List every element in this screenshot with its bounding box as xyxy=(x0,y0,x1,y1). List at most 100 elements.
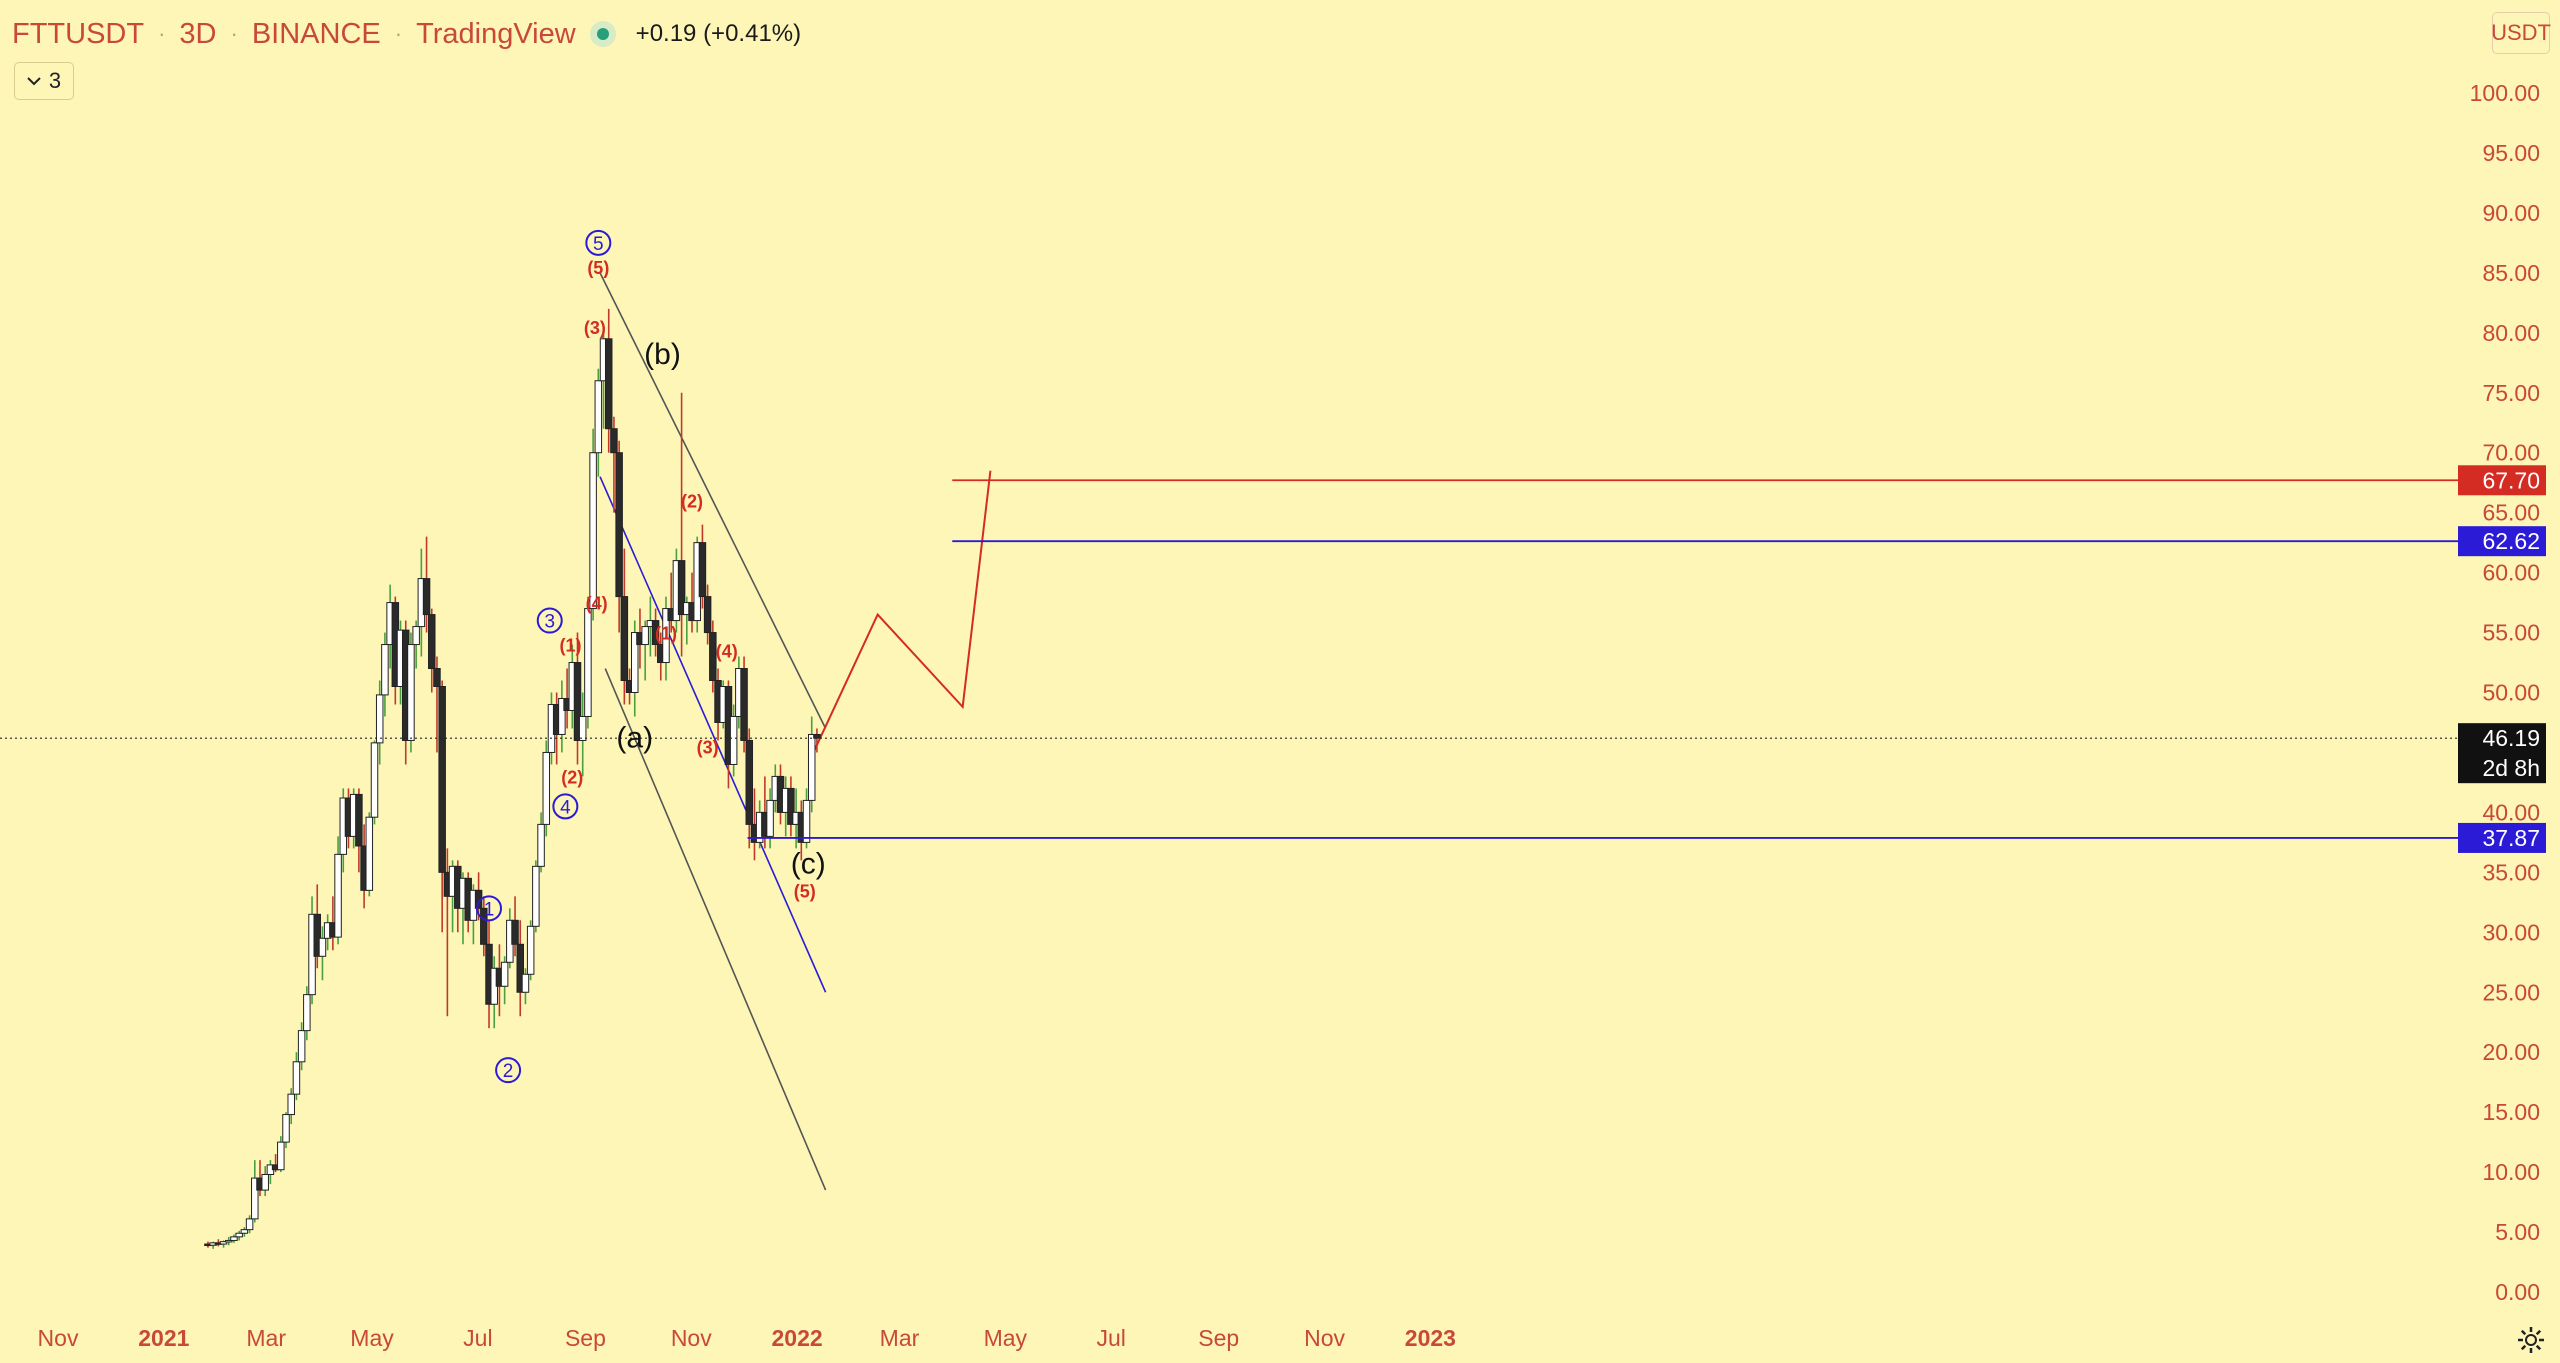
candle xyxy=(407,644,415,741)
candle xyxy=(355,793,363,847)
projection-path xyxy=(812,470,992,753)
candle xyxy=(375,694,384,744)
candle xyxy=(297,1030,306,1063)
time-tick-label: 2022 xyxy=(772,1325,823,1351)
wave-label: (b) xyxy=(644,338,681,371)
wave-label: (5) xyxy=(794,881,816,901)
market-status-icon[interactable] xyxy=(589,21,616,47)
time-tick-label: 2023 xyxy=(1405,1325,1456,1351)
wave-label: 5 xyxy=(593,234,604,255)
wave-label: 2 xyxy=(503,1061,514,1082)
price-change: +0.19 (+0.41%) xyxy=(635,20,802,47)
time-tick-label: 2021 xyxy=(138,1325,189,1351)
price-tick-label: 90.00 xyxy=(2482,200,2540,226)
price-tag-value: 67.70 xyxy=(2482,467,2540,493)
candle xyxy=(651,620,660,646)
settings-gear-icon[interactable] xyxy=(2516,1325,2546,1355)
candle xyxy=(240,1229,249,1234)
price-tick-label: 25.00 xyxy=(2482,979,2540,1005)
time-tick-label: Nov xyxy=(38,1325,79,1351)
indicators-toggle-button[interactable]: 3 xyxy=(14,62,74,100)
wave-label: (c) xyxy=(791,847,826,880)
wave-label: (3) xyxy=(584,318,606,338)
candle xyxy=(287,1093,295,1116)
time-axis[interactable]: Nov 2021 Mar May Jul Sep Nov 2022 Mar May Jul Sep No… xyxy=(38,1325,1456,1351)
wave-label: (2) xyxy=(561,767,583,787)
candle xyxy=(709,632,717,682)
candle xyxy=(251,1177,259,1220)
candle xyxy=(729,715,738,765)
price-tick-label: 40.00 xyxy=(2482,799,2540,825)
price-tick-label: 85.00 xyxy=(2482,260,2540,286)
price-tag-value: 46.19 xyxy=(2482,725,2540,751)
candle xyxy=(412,626,420,646)
wave-labels-layer: 1 2 3 4 5 (1) (2) (3) (4) (5) (1) (2) (3) (4) (5) (a) (b… xyxy=(476,229,826,1084)
source-label: TradingView xyxy=(416,17,576,50)
countdown-label: 2d 8h xyxy=(2482,755,2540,781)
chart-header: FTTUSDT · 3D · BINANCE · TradingView +0.… xyxy=(12,14,801,54)
candle xyxy=(500,961,509,987)
candle xyxy=(318,937,327,957)
currency-button[interactable]: USDT xyxy=(2491,12,2551,54)
wave-label: (1) xyxy=(655,624,677,644)
wave-label: (2) xyxy=(681,492,703,512)
candle xyxy=(641,626,649,646)
candle xyxy=(334,853,342,938)
wave-label: (3) xyxy=(697,737,719,757)
candle xyxy=(573,662,582,741)
time-tick-label: Nov xyxy=(671,1325,712,1351)
candle xyxy=(584,608,592,717)
price-tick-label: 95.00 xyxy=(2482,140,2540,166)
candle xyxy=(365,816,374,891)
price-tick-label: 15.00 xyxy=(2482,1099,2540,1125)
price-tick-label: 100.00 xyxy=(2470,80,2540,106)
price-tick-label: 20.00 xyxy=(2482,1039,2540,1065)
wave-label: (4) xyxy=(716,642,738,662)
price-tags-layer: 67.70 62.62 46.19 2d 8h 37.87 xyxy=(2458,465,2546,853)
price-axis[interactable]: 100.00 95.00 90.00 85.00 80.00 75.00 70.00 65.0… xyxy=(2470,80,2540,1305)
price-tag-value: 62.62 xyxy=(2482,528,2540,554)
candle xyxy=(433,668,441,688)
candle xyxy=(620,596,629,682)
candle xyxy=(526,925,535,975)
time-tick-label: May xyxy=(350,1325,394,1351)
candle xyxy=(698,542,707,598)
price-tick-label: 80.00 xyxy=(2482,320,2540,346)
wave-circle xyxy=(536,607,563,634)
candle xyxy=(303,994,311,1032)
price-tag xyxy=(2458,526,2546,557)
interval-label[interactable]: 3D xyxy=(179,17,217,50)
price-tag xyxy=(2458,723,2546,784)
candle xyxy=(615,452,623,598)
candle xyxy=(766,799,774,837)
time-tick-label: Nov xyxy=(1304,1325,1345,1351)
candle xyxy=(631,632,639,693)
candle xyxy=(370,742,379,818)
candle xyxy=(261,1173,269,1191)
candle xyxy=(740,668,748,741)
candle xyxy=(428,614,436,670)
candle xyxy=(521,973,530,993)
candle xyxy=(662,608,670,664)
trend-line xyxy=(599,272,827,729)
price-tag-value: 37.87 xyxy=(2482,825,2540,851)
chevron-down-icon xyxy=(27,77,41,86)
wave-label: 3 xyxy=(544,612,555,633)
trend-lines-layer xyxy=(599,272,992,1191)
indicator-count: 3 xyxy=(48,68,62,93)
candle xyxy=(480,907,488,945)
header-separator: · xyxy=(158,21,166,46)
symbol-name[interactable]: FTTUSDT xyxy=(12,17,145,50)
candle xyxy=(589,452,597,610)
trend-line xyxy=(604,668,827,1191)
candle xyxy=(537,823,545,867)
time-tick-label: Jul xyxy=(1096,1325,1125,1351)
wave-label: (1) xyxy=(560,636,582,656)
time-tick-label: Mar xyxy=(246,1325,286,1351)
candle xyxy=(511,919,519,945)
price-tick-label: 35.00 xyxy=(2482,859,2540,885)
header-separator: · xyxy=(230,21,238,46)
wave-label: 4 xyxy=(560,797,571,818)
price-tick-label: 65.00 xyxy=(2482,500,2540,526)
